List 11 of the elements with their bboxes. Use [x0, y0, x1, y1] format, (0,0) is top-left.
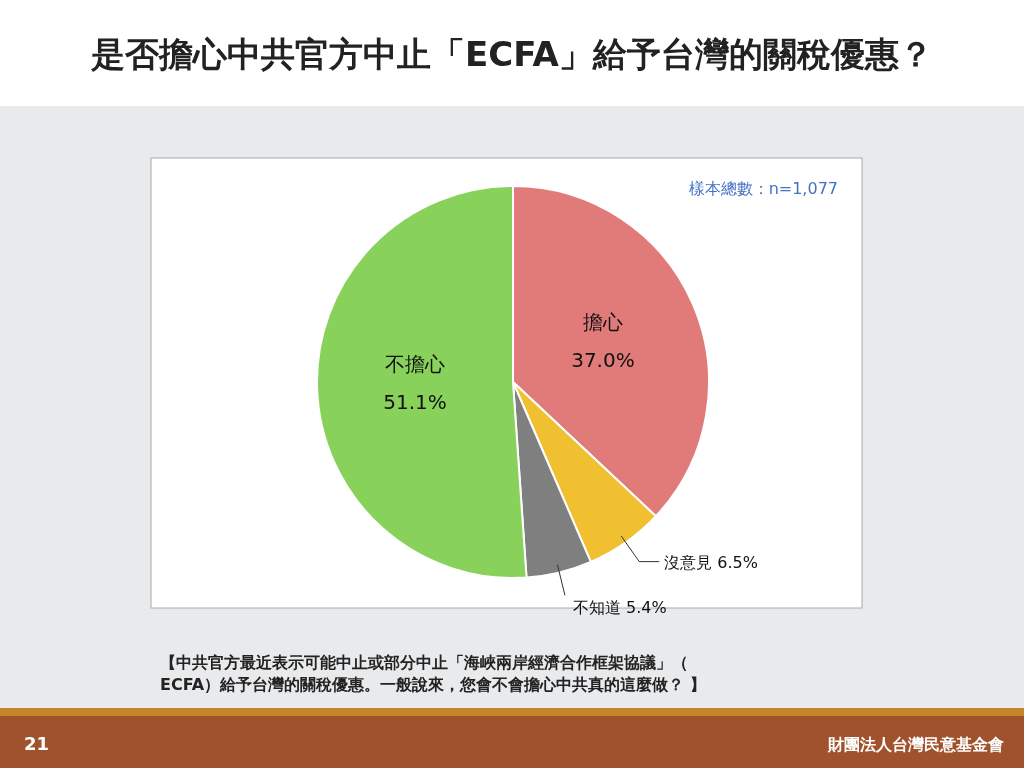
text: 21	[24, 733, 50, 754]
slice-label: 沒意見 6.5%	[664, 552, 758, 572]
slice-label: 不知道 5.4%	[572, 598, 667, 618]
slice-label: 不擔心	[385, 352, 446, 377]
chart-title: 是否擔心中共官方中止「ECFA」給予台灣的關稅優惠？	[90, 34, 933, 74]
slice-label: 擔心	[582, 310, 623, 335]
text: 財團法人台灣民意基金會	[827, 735, 1004, 754]
text: 【中共官方最近表示可能中止或部分中止「海峽兩岸經濟合作框架協議」（ECFA）給予台灣的關稅優惠。一般說來，您會不會擔心中共真的這麼做？ 】	[160, 653, 706, 694]
data-label: 37.0%	[571, 348, 635, 373]
data-label: 51.1%	[383, 390, 447, 415]
text: 樣本總數：n=1,077	[688, 179, 838, 198]
